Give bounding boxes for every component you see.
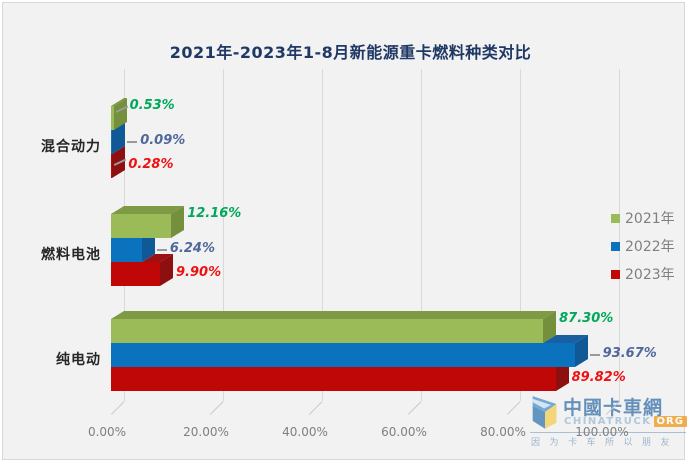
value-label: 93.67% bbox=[602, 346, 657, 361]
legend-swatch-0 bbox=[611, 214, 620, 223]
bar-s1-c0 bbox=[111, 130, 113, 154]
watermark-divider bbox=[530, 432, 686, 433]
category-label-1: 燃料电池 bbox=[41, 247, 101, 263]
bar-s1-c1 bbox=[111, 238, 142, 262]
value-label: 87.30% bbox=[559, 311, 614, 326]
x-tick-label: 0.00% bbox=[87, 425, 127, 439]
x-tick-label: 20.00% bbox=[183, 425, 229, 439]
value-label: 6.24% bbox=[169, 241, 215, 256]
x-tick-label: 100.00% bbox=[575, 425, 629, 439]
category-label-0: 混合动力 bbox=[41, 139, 101, 155]
x-tick-label: 80.00% bbox=[480, 425, 526, 439]
axis-floor-tick bbox=[606, 401, 620, 415]
leader-line bbox=[156, 249, 167, 251]
watermark-domain-row: CHINATRUCK ORG bbox=[564, 416, 687, 427]
watermark-tld-badge: ORG bbox=[653, 416, 687, 427]
bar-s0-c1 bbox=[111, 214, 172, 238]
watermark: 中國卡車網 CHINATRUCK ORG 因为卡车所以朋友 bbox=[530, 391, 687, 451]
chinatruck-logo-icon bbox=[532, 396, 557, 429]
watermark-slogan: 因为卡车所以朋友 bbox=[531, 438, 680, 448]
axis-floor-tick bbox=[111, 401, 125, 415]
legend-label-2: 2023年 bbox=[625, 267, 675, 283]
axis-floor-tick bbox=[210, 401, 224, 415]
category-label-2: 纯电动 bbox=[56, 352, 101, 368]
leader-line bbox=[127, 141, 138, 143]
axis-floor-tick bbox=[408, 401, 422, 415]
bar-s0-c0 bbox=[111, 106, 114, 130]
x-tick-label: 40.00% bbox=[282, 425, 328, 439]
legend-label-0: 2021年 bbox=[625, 211, 675, 227]
value-label: 12.16% bbox=[187, 206, 242, 221]
bar-s1-c2 bbox=[111, 343, 575, 367]
watermark-domain: CHINATRUCK bbox=[564, 416, 652, 427]
gridline bbox=[421, 69, 422, 401]
value-label: 0.09% bbox=[140, 133, 186, 148]
value-label: 89.82% bbox=[571, 370, 626, 385]
gridline bbox=[619, 69, 620, 401]
legend-label-1: 2022年 bbox=[625, 239, 675, 255]
axis-floor-tick bbox=[309, 401, 323, 415]
bar-s2-c2 bbox=[111, 367, 556, 391]
value-label: 9.90% bbox=[176, 265, 222, 280]
leader-line bbox=[589, 354, 600, 356]
legend-swatch-2 bbox=[611, 270, 620, 279]
value-label: 0.28% bbox=[128, 157, 174, 172]
gridline bbox=[223, 69, 224, 401]
x-tick-label: 60.00% bbox=[381, 425, 427, 439]
bar-s2-c1 bbox=[111, 262, 160, 286]
axis-floor-tick bbox=[507, 401, 521, 415]
bar-s2-c0 bbox=[111, 154, 113, 178]
chart-title: 2021年-2023年1-8月新能源重卡燃料种类对比 bbox=[169, 43, 532, 62]
bar-top-face bbox=[111, 311, 557, 319]
value-label: 0.53% bbox=[129, 98, 175, 113]
gridline bbox=[322, 69, 323, 401]
legend-swatch-1 bbox=[611, 242, 620, 251]
gridline bbox=[520, 69, 521, 401]
bar-s0-c2 bbox=[111, 319, 544, 343]
